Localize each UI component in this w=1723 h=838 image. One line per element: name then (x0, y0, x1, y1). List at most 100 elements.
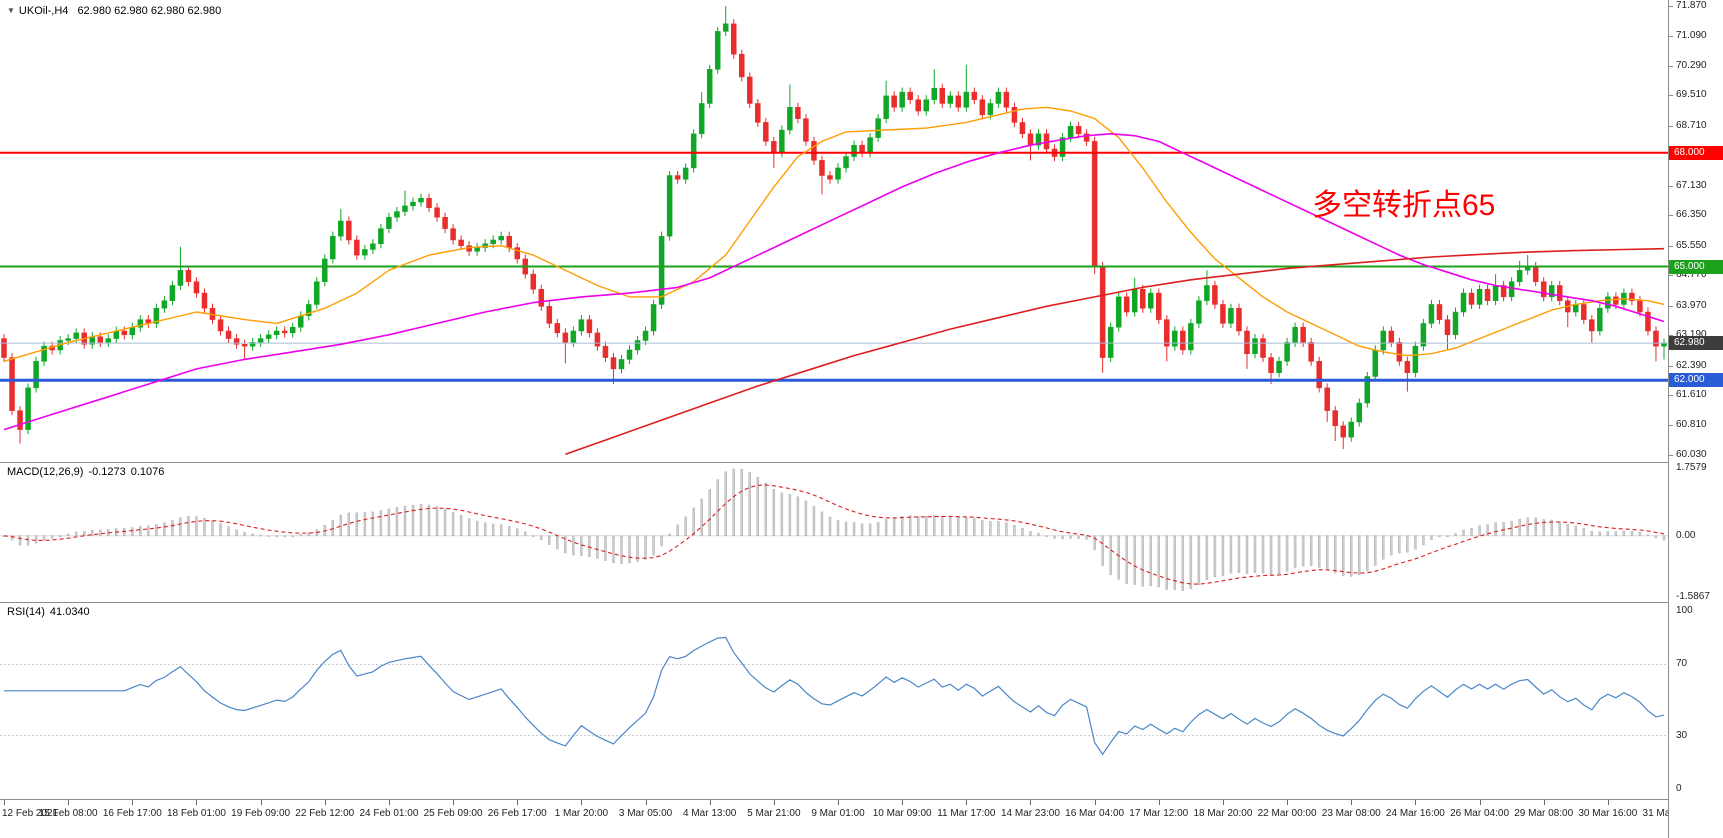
time-axis-label: 14 Mar 23:00 (1001, 808, 1060, 819)
candle (1581, 299, 1587, 325)
chart-shift-icon[interactable]: ▼ (7, 6, 15, 15)
time-axis-label: 3 Mar 05:00 (618, 808, 673, 819)
time-axis-label: 26 Mar 04:00 (1450, 808, 1510, 819)
candle (1548, 280, 1555, 302)
rsi-line (4, 636, 1665, 756)
candle (41, 341, 47, 366)
time-tick (966, 800, 968, 805)
candle (1412, 341, 1419, 378)
candle (1364, 371, 1371, 408)
candles-layer (1, 6, 1667, 449)
candle (297, 311, 304, 332)
main-chart-canvas[interactable] (0, 0, 1668, 462)
rsi-value: 41.0340 (49, 606, 90, 618)
candle (1629, 288, 1635, 306)
candle (1276, 356, 1282, 378)
price-axis[interactable]: 71.87071.09070.29069.51068.71067.93067.1… (1668, 0, 1723, 838)
candle (626, 345, 633, 364)
time-tick (388, 800, 390, 805)
main-chart-panel[interactable]: ▼ UKOil-,H4 62.980 62.980 62.980 62.980 多空… (0, 0, 1668, 462)
time-tick (1479, 800, 1481, 805)
candle (1019, 117, 1026, 139)
time-axis-label: 23 Mar 08:00 (1321, 808, 1381, 819)
price-axis-label: 60.810 (1676, 419, 1707, 431)
candle (706, 64, 713, 109)
candle (1468, 288, 1475, 309)
macd-panel[interactable]: MACD(12,26,9) -0.1273 0.1076 (0, 463, 1668, 602)
candle (394, 206, 400, 222)
axis-tick (1669, 455, 1673, 456)
candle (322, 254, 328, 287)
candle (201, 288, 208, 313)
time-axis-label: 29 Mar 08:00 (1514, 808, 1574, 819)
rsi-panel[interactable]: RSI(14) 41.0340 (0, 603, 1668, 799)
candle (682, 163, 689, 184)
candle (1380, 326, 1387, 355)
candle (1180, 326, 1186, 355)
price-axis-label: 70.290 (1676, 59, 1707, 71)
candle (1196, 296, 1202, 328)
price-axis-label: 65.550 (1676, 239, 1707, 251)
candle (402, 190, 408, 217)
candle (955, 91, 962, 112)
candle (1332, 406, 1338, 441)
time-tick (1158, 800, 1160, 805)
time-axis-label: 22 Feb 12:00 (295, 808, 355, 819)
candle (305, 299, 312, 321)
price-axis-label: 62.390 (1676, 359, 1707, 371)
time-tick (1094, 800, 1096, 805)
rsi-canvas[interactable] (0, 603, 1668, 799)
candle (1164, 315, 1170, 362)
panel-divider[interactable] (0, 602, 1723, 603)
price-axis-label: 71.870 (1676, 0, 1707, 11)
time-axis-label: 24 Mar 16:00 (1385, 808, 1445, 819)
time-axis-label: 16 Feb 17:00 (102, 808, 162, 819)
candle (1516, 260, 1523, 287)
time-axis-label: 9 Mar 01:00 (811, 808, 865, 819)
axis-tick (1669, 65, 1673, 67)
panel-divider[interactable] (0, 799, 1723, 800)
time-axis[interactable]: 12 Feb 2021 15 Feb 08:00 16 Feb 17:00 18 Fe… (0, 800, 1723, 838)
candle (217, 315, 224, 336)
candle (177, 246, 184, 291)
candle (1356, 398, 1363, 427)
time-tick (581, 800, 583, 805)
time-tick (1415, 800, 1417, 805)
candle (193, 277, 200, 298)
candle (1252, 334, 1258, 359)
candle (145, 315, 152, 328)
candle (9, 352, 15, 416)
candle (586, 315, 593, 338)
candle (1244, 326, 1250, 369)
candle (795, 102, 801, 124)
annotation-text[interactable]: 多空转折点65 (1312, 189, 1496, 222)
candle (1396, 337, 1403, 366)
candle (249, 337, 256, 351)
candle (450, 224, 456, 245)
candle (265, 330, 272, 344)
candle (169, 280, 176, 306)
candle (1484, 284, 1491, 306)
candle (33, 356, 39, 393)
candle (289, 322, 296, 338)
candle (971, 87, 978, 105)
panel-divider[interactable] (0, 462, 1723, 463)
candle (530, 269, 537, 294)
candle (410, 197, 416, 211)
axis-tick (1669, 125, 1673, 127)
time-axis-label: 16 Mar 04:00 (1065, 808, 1125, 819)
candle (1436, 299, 1443, 325)
time-tick (1607, 800, 1609, 805)
macd-canvas[interactable] (0, 463, 1668, 602)
rsi-axis-label: 30 (1676, 729, 1688, 741)
rsi-axis-label: 70 (1676, 658, 1688, 670)
price-axis-label: 60.030 (1676, 449, 1707, 460)
candle (1035, 129, 1042, 150)
time-tick (1543, 800, 1545, 805)
candle (482, 239, 488, 253)
candle (1444, 315, 1451, 350)
macd-histogram (2, 468, 1666, 591)
candle (851, 140, 857, 162)
candle (1228, 303, 1234, 328)
candle (1460, 288, 1467, 317)
